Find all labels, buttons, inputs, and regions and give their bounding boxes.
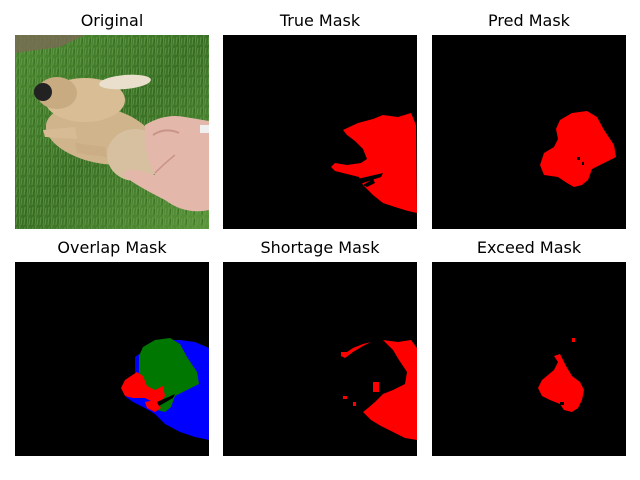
panel-title-original: Original — [80, 11, 144, 30]
panel-title-overlap-mask: Overlap Mask — [57, 238, 167, 257]
overlap-mask-image — [15, 262, 209, 456]
original-image — [15, 35, 209, 229]
shortage-mask-image — [223, 262, 417, 456]
shortage-mask-shape — [341, 340, 417, 440]
panel-title-shortage-mask: Shortage Mask — [260, 238, 380, 257]
true-mask-image — [223, 35, 417, 229]
panel-title-exceed-mask: Exceed Mask — [476, 238, 582, 257]
true-mask-shape — [331, 113, 417, 213]
exceed-mask-shape — [538, 338, 584, 412]
dog-shape — [34, 74, 163, 181]
exceed-mask-image — [432, 262, 626, 456]
panel-title-true-mask: True Mask — [279, 11, 361, 30]
original-photo — [15, 35, 209, 229]
pred-mask-shape — [540, 111, 616, 187]
overlap-mask-shape — [121, 338, 209, 440]
pred-mask-image — [432, 35, 626, 229]
overlap-false-positive — [121, 372, 165, 404]
hand-shape — [123, 116, 209, 212]
panel-title-pred-mask: Pred Mask — [488, 11, 570, 30]
